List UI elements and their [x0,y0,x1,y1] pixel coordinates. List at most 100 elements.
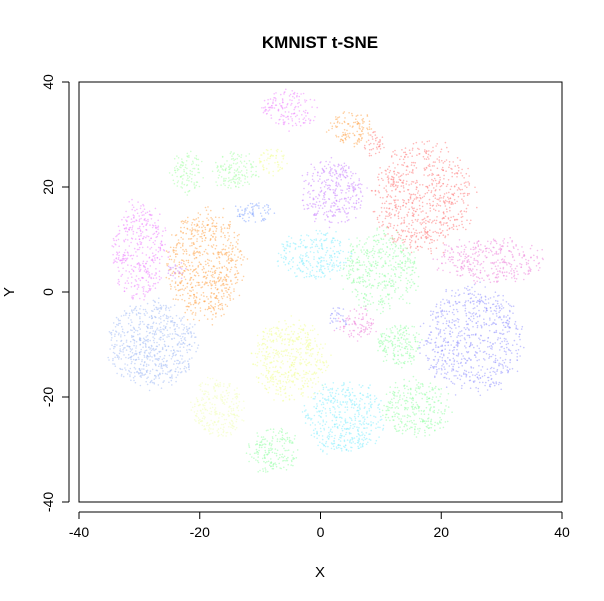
scatter-point-cluster-8 [324,193,326,196]
scatter-point-cluster-11 [365,313,368,315]
scatter-point-cluster-3 [179,242,181,245]
scatter-point-cluster-0 [476,206,478,209]
scatter-point-cluster-10 [460,269,463,271]
scatter-point-cluster-5 [164,327,167,329]
scatter-point-cluster-0 [411,149,414,151]
scatter-point-cluster-7 [277,110,280,112]
scatter-point-cluster-2 [507,323,510,326]
scatter-point-cluster-2 [463,332,466,335]
scatter-point-cluster-4 [366,115,369,117]
scatter-point-cluster-3 [230,292,232,294]
scatter-point-cluster-4 [354,121,357,124]
scatter-point-cluster-8 [348,218,350,221]
scatter-point-cluster-2 [419,325,422,328]
scatter-point-cluster-14 [232,409,235,412]
scatter-point-cluster-3 [206,308,209,311]
scatter-point-cluster-10 [480,249,482,251]
scatter-point-cluster-0 [421,222,424,224]
scatter-point-cluster-13 [268,163,270,165]
scatter-point-cluster-7 [294,122,297,125]
scatter-point-cluster-0 [396,186,399,189]
scatter-point-cluster-0 [444,199,447,202]
scatter-point-cluster-2 [430,314,432,317]
scatter-point-cluster-3 [204,275,206,278]
scatter-point-cluster-6 [147,267,149,270]
scatter-point-cluster-14 [230,412,232,415]
scatter-point-cluster-12 [270,376,272,379]
scatter-point-cluster-4 [348,112,350,114]
scatter-point-cluster-5 [183,342,186,345]
scatter-point-cluster-2 [454,324,456,327]
scatter-point-cluster-6 [149,248,151,250]
scatter-point-cluster-2 [469,375,471,378]
scatter-point-cluster-6 [144,218,146,220]
scatter-point-cluster-2 [478,365,480,367]
scatter-point-cluster-3 [199,254,201,257]
scatter-point-cluster-5 [165,360,168,363]
scatter-point-cluster-12 [286,378,289,381]
scatter-point-cluster-3 [196,292,198,294]
scatter-point-cluster-3 [210,310,212,313]
scatter-point-cluster-12 [297,372,300,375]
scatter-point-cluster-5 [186,351,189,354]
scatter-point-cluster-14 [217,428,220,430]
scatter-point-cluster-3 [194,314,197,316]
scatter-point-cluster-12 [293,331,296,333]
scatter-point-cluster-12 [314,337,316,340]
scatter-point-cluster-7 [304,111,307,114]
scatter-point-cluster-8 [323,165,326,168]
scatter-point-cluster-3 [175,298,177,301]
scatter-point-cluster-0 [417,214,420,216]
scatter-point-cluster-3 [178,263,181,266]
scatter-point-cluster-5 [150,347,152,349]
scatter-point-cluster-3 [217,307,220,310]
scatter-point-cluster-0 [388,213,390,215]
scatter-point-cluster-6 [135,251,137,253]
scatter-point-cluster-3 [173,261,175,263]
scatter-point-cluster-0 [446,229,449,231]
scatter-point-cluster-0 [421,201,424,204]
scatter-point-cluster-12 [256,334,259,337]
scatter-point-cluster-0 [402,201,405,204]
scatter-point-cluster-3 [192,318,195,321]
scatter-point-cluster-5 [152,336,154,338]
scatter-point-cluster-3 [211,318,213,320]
scatter-point-cluster-5 [153,337,156,340]
scatter-point-cluster-11 [362,328,365,331]
scatter-point-cluster-5 [174,370,177,373]
scatter-point-cluster-3 [204,237,207,239]
scatter-point-cluster-12 [325,361,328,364]
scatter-point-cluster-3 [194,228,196,231]
scatter-point-cluster-8 [325,167,328,170]
scatter-point-cluster-0 [431,165,434,167]
scatter-point-cluster-5 [123,334,126,337]
scatter-point-cluster-5 [144,308,147,311]
scatter-point-cluster-6 [149,265,152,267]
scatter-point-cluster-12 [260,372,263,375]
scatter-point-cluster-13 [272,154,274,157]
scatter-point-cluster-12 [263,342,265,345]
x-axis-label: X [315,564,325,581]
scatter-point-cluster-2 [430,364,433,367]
scatter-point-cluster-6 [132,233,135,235]
scatter-point-cluster-3 [176,265,178,267]
scatter-point-cluster-0 [414,182,417,184]
scatter-point-cluster-0 [466,186,468,189]
scatter-point-cluster-3 [215,227,218,230]
scatter-point-cluster-8 [327,178,330,181]
scatter-point-cluster-12 [262,374,264,376]
scatter-point-cluster-3 [193,234,196,237]
scatter-point-cluster-3 [210,267,213,270]
scatter-point-cluster-11 [366,322,368,325]
scatter-point-cluster-0 [437,174,440,176]
scatter-point-cluster-4 [353,142,356,145]
scatter-point-cluster-5 [160,308,163,310]
scatter-point-cluster-3 [169,255,171,257]
scatter-point-cluster-5 [147,364,150,366]
scatter-point-cluster-5 [172,354,175,357]
scatter-point-cluster-3 [179,288,182,291]
scatter-point-cluster-2 [509,349,512,352]
scatter-point-cluster-2 [456,336,458,338]
scatter-point-cluster-3 [216,297,219,300]
scatter-point-cluster-5 [188,343,191,346]
